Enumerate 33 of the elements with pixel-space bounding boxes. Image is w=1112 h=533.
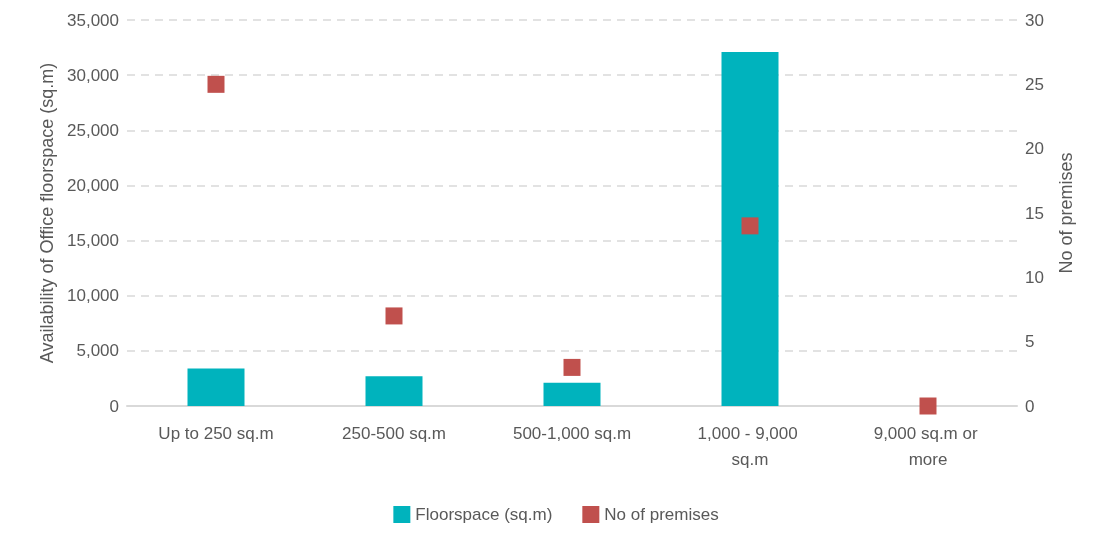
y-tick-label: 0 [109,396,119,416]
y2-tick-label: 20 [1025,139,1044,159]
bar [721,51,779,406]
y-tick-label: 30,000 [67,65,119,85]
y2-tick-label: 15 [1025,203,1044,223]
point [207,75,225,93]
y2-tick-label: 10 [1025,267,1044,287]
bar [365,376,423,406]
bar [187,368,245,406]
x-tick-label: 1,000 - 9,000 sq.m [697,423,803,469]
legend-label: Floorspace (sq.m) [415,505,553,524]
y2-tick-label: 5 [1025,332,1035,352]
y2-tick-label: 25 [1025,74,1044,94]
y-axis-title: Availability of Office floorspace (sq.m) [37,62,58,364]
y2-tick-label: 30 [1025,10,1044,30]
x-tick-label: 9,000 sq.m or more [873,423,983,469]
y-tick-label: 10,000 [67,286,119,306]
legend-label: No of premises [604,505,719,524]
point [563,358,581,376]
y-tick-label: 35,000 [67,10,119,30]
y2-axis-title: No of premises [1056,152,1076,274]
x-tick-label: 250-500 sq.m [342,423,446,443]
y-tick-label: 20,000 [67,175,119,195]
y-tick-label: 5,000 [76,341,119,361]
x-tick-label: Up to 250 sq.m [158,423,274,443]
x-tick-label: 500-1,000 sq.m [512,423,632,443]
bar [543,382,601,406]
point [919,397,937,415]
y-tick-label: 15,000 [67,231,119,251]
y-tick-label: 25,000 [67,120,119,140]
point [385,307,403,325]
y2-tick-label: 0 [1025,396,1035,416]
point [741,217,759,235]
